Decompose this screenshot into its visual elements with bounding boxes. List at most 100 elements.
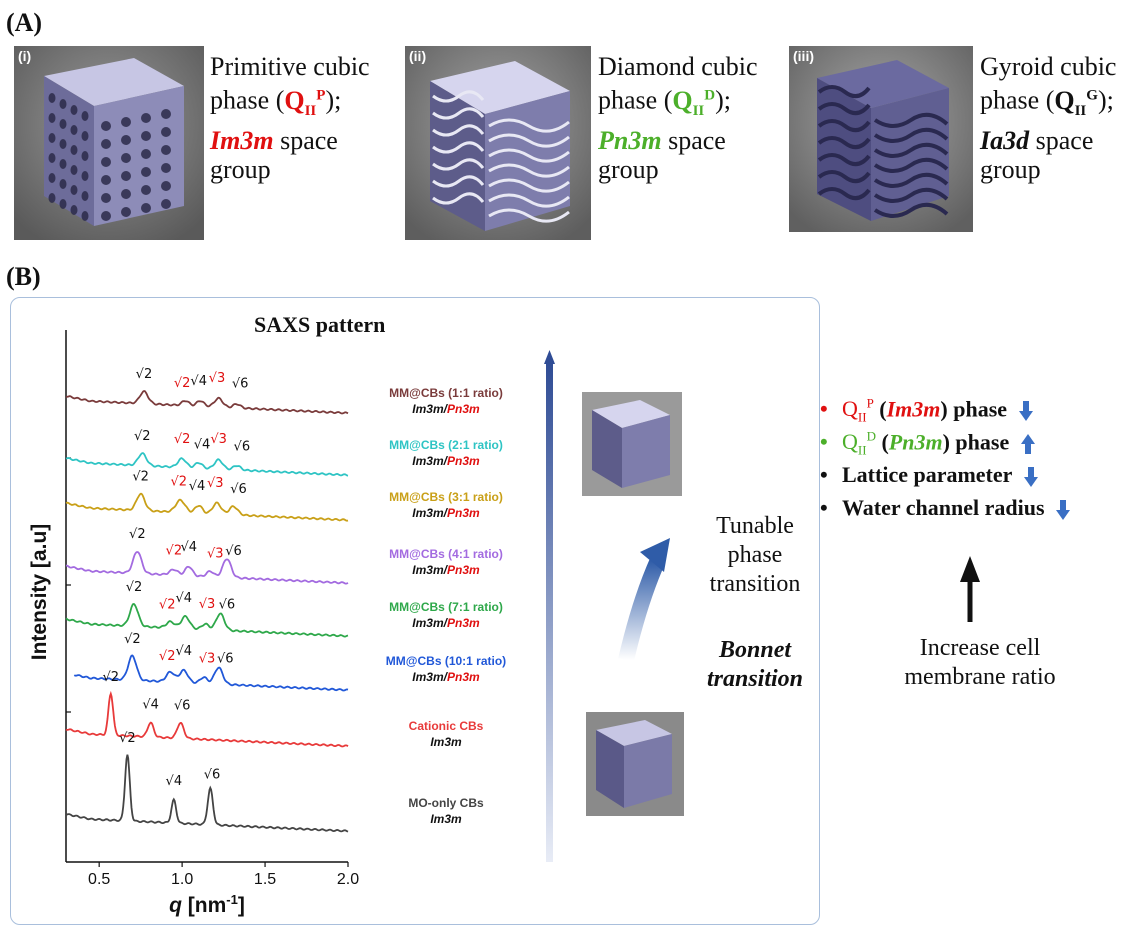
saxs-trace (65, 390, 349, 415)
series-space-group: Im3m/Pn3m (412, 670, 480, 684)
peak-index-label: √6 (174, 698, 191, 713)
phase-tag: (iii) (793, 48, 814, 64)
series-name: MM@CBs (2:1 ratio) (389, 438, 503, 452)
pore-dot (161, 181, 171, 191)
series-name: MM@CBs (3:1 ratio) (389, 490, 503, 504)
pore-dot (101, 211, 111, 221)
saxs-trace (65, 452, 349, 477)
peak-index-label: √2 (166, 543, 183, 558)
gyroid-wave (817, 85, 871, 99)
phase-line2: phase (QIIP); (210, 85, 342, 119)
peak-index-label: √2 (174, 376, 191, 391)
bonnet-line: Bonnet (718, 637, 792, 663)
tunable-line: phase (727, 542, 783, 568)
saxs-title: SAXS pattern (254, 312, 386, 337)
pore-dot (48, 173, 56, 183)
gyroid-phase-text: Gyroid cubic phase (QIIG); Ia3d space gr… (980, 52, 1116, 184)
peak-index-label: √2 (159, 598, 176, 613)
peak-index-label: √4 (166, 774, 183, 789)
saxs-trace (65, 551, 349, 585)
series-space-group: Im3m/Pn3m (412, 402, 480, 416)
pore-dot (59, 199, 67, 209)
phase-line4: group (210, 154, 271, 184)
saxs-trace (65, 603, 349, 638)
pore-dot (141, 167, 151, 177)
series-name: MM@CBs (7:1 ratio) (389, 600, 503, 614)
series-space-group: Im3m/Pn3m (412, 506, 480, 520)
pore-dot (161, 163, 171, 173)
pore-dot (48, 113, 56, 123)
peak-index-label: √6 (234, 439, 251, 454)
pore-dot (101, 121, 111, 131)
gyroid-wave (873, 127, 949, 143)
bonnet-text: Bonnet transition (690, 636, 820, 694)
surface-wave (432, 107, 485, 120)
vertical-gradient-arrow (546, 362, 553, 862)
pore-dot (59, 139, 67, 149)
peak-index-label: √4 (190, 374, 207, 389)
gyroid-wave (817, 170, 871, 184)
tunable-line: Tunable (716, 513, 794, 539)
diamond-cube-illustration (405, 46, 591, 240)
pore-dot (141, 185, 151, 195)
phase-line3: Pn3m space (598, 125, 726, 155)
vertical-arrow-head (544, 350, 555, 364)
surface-wave (432, 175, 485, 188)
surface-wave (432, 90, 485, 103)
pore-dot (59, 159, 67, 169)
pore-dot (121, 189, 131, 199)
series-name: MM@CBs (10:1 ratio) (385, 654, 507, 668)
down-arrow-icon (1018, 401, 1033, 422)
increase-arrow-head (960, 556, 980, 582)
pore-dot (81, 131, 89, 141)
pore-dot (70, 145, 78, 155)
panel-b-label: (B) (6, 262, 41, 291)
gyroid-cubic-image: (iii) (789, 46, 973, 232)
pore-dot (101, 193, 111, 203)
series-name: MM@CBs (4:1 ratio) (389, 547, 503, 561)
peak-index-label: √3 (207, 476, 224, 491)
x-tick-label: 1.0 (171, 871, 193, 888)
pore-dot (141, 203, 151, 213)
primitive-cubic-image: (i) (14, 46, 204, 240)
series-label: MM@CBs (4:1 ratio) Im3m/Pn3m (366, 546, 526, 578)
surface-wave (432, 158, 485, 171)
peak-index-label: √2 (129, 527, 146, 542)
diamond-phase-text: Diamond cubic phase (QIID); Pn3m space g… (598, 52, 758, 184)
peak-index-label: √2 (124, 632, 141, 647)
pore-dot (101, 157, 111, 167)
gyroid-wave (817, 136, 871, 150)
series-label: MM@CBs (3:1 ratio) Im3m/Pn3m (366, 489, 526, 521)
peak-index-label: √2 (159, 649, 176, 664)
series-name: Cationic CBs (408, 719, 484, 733)
x-tick-label: 1.5 (254, 871, 276, 888)
phase-line4: group (980, 154, 1041, 184)
series-space-group: Im3m (430, 812, 462, 826)
pore-dot (161, 109, 171, 119)
peak-index-label: √2 (171, 475, 188, 490)
peak-index-label: √3 (207, 547, 224, 562)
gyroid-wave (873, 112, 949, 128)
saxs-trace (65, 492, 349, 522)
peak-index-label: √2 (134, 429, 151, 444)
phase-line1: Gyroid cubic (980, 52, 1117, 81)
primitive-cube-small (586, 712, 684, 816)
pore-dot (70, 205, 78, 215)
peak-index-label: √6 (230, 482, 247, 497)
peak-index-label: √4 (189, 479, 206, 494)
phase-line4: group (598, 154, 659, 184)
series-label: Cationic CBs Im3m (366, 718, 526, 750)
bonnet-line: transition (706, 666, 804, 692)
phase-line3: Ia3d space (980, 125, 1094, 155)
gyroid-wave (817, 119, 871, 133)
primitive-cube-illustration (14, 46, 204, 240)
series-space-group: Im3m (430, 735, 462, 749)
pore-dot (101, 175, 111, 185)
pore-dot (81, 171, 89, 181)
pore-dot (70, 105, 78, 115)
panel-a-label: (A) (6, 8, 43, 37)
series-label: MM@CBs (10:1 ratio) Im3m/Pn3m (366, 653, 526, 685)
pore-dot (141, 113, 151, 123)
trend-item-water: • Water channel radius (820, 495, 1071, 528)
